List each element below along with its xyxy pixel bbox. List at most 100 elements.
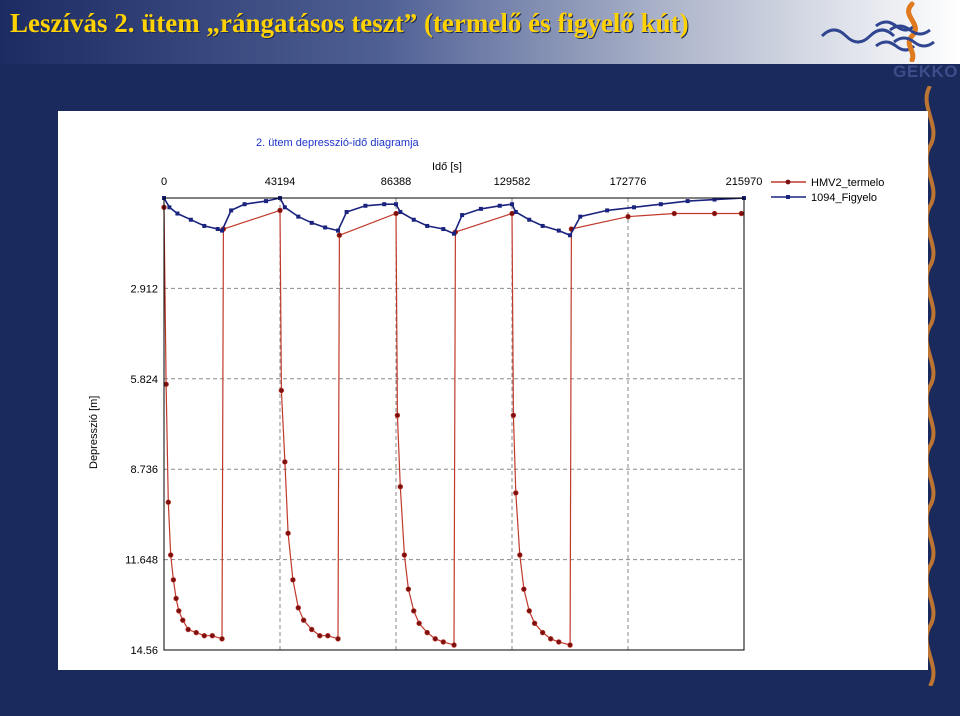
- data-point: [180, 617, 186, 623]
- data-point: [738, 210, 745, 217]
- data-point: [510, 412, 517, 419]
- data-point: [325, 633, 331, 639]
- data-point: [513, 490, 519, 496]
- data-point: [336, 232, 343, 238]
- x-tick-label: 172776: [610, 176, 647, 188]
- legend-marker: [785, 179, 791, 185]
- data-point: [685, 199, 690, 204]
- data-point: [425, 223, 430, 228]
- data-point: [398, 209, 403, 214]
- data-point: [285, 530, 291, 536]
- data-point: [193, 629, 199, 636]
- data-point: [401, 552, 408, 558]
- y-axis-label: Depresszió [m]: [88, 396, 100, 469]
- data-point: [296, 214, 301, 219]
- data-point: [282, 205, 287, 210]
- data-point: [215, 227, 220, 232]
- data-point: [567, 642, 573, 648]
- legend-label: 1094_Figyelo: [811, 192, 877, 204]
- data-point: [336, 228, 341, 233]
- y-tick-label: 11.648: [125, 555, 158, 567]
- data-point: [451, 642, 457, 648]
- depression-time-chart: 2. ütem depresszió-idő diagramja Idő [s]…: [88, 137, 884, 657]
- y-tick-label: 14.56: [130, 645, 158, 657]
- data-point: [229, 208, 234, 213]
- data-point: [382, 202, 387, 207]
- data-point: [170, 577, 177, 583]
- legend: HMV2_termelo 1094_Figyelo: [771, 177, 884, 204]
- data-point: [309, 626, 315, 633]
- data-point: [424, 629, 430, 636]
- data-point: [556, 639, 562, 645]
- data-point: [393, 210, 399, 217]
- data-point: [605, 208, 610, 213]
- y-tick-label: 8.736: [130, 464, 158, 476]
- x-tick-label: 86388: [381, 176, 412, 188]
- data-point: [394, 202, 399, 207]
- data-point: [517, 552, 523, 558]
- data-point: [290, 577, 296, 583]
- data-point: [323, 225, 328, 230]
- header-band: [0, 0, 960, 64]
- gekko-logo: GEKKO: [840, 0, 960, 84]
- plot-frame: [163, 197, 745, 651]
- data-point: [432, 636, 438, 642]
- data-point: [209, 633, 216, 639]
- data-point: [394, 412, 401, 419]
- y-tick-label: 2.912: [130, 283, 158, 295]
- data-point: [363, 203, 368, 208]
- data-point: [185, 626, 191, 633]
- data-point: [531, 620, 538, 627]
- series-line: [163, 207, 742, 646]
- data-point: [168, 552, 174, 558]
- data-point: [277, 207, 283, 214]
- data-point: [441, 227, 446, 232]
- x-tick-label: 129582: [494, 176, 531, 188]
- x-tick-labels: 0 43194 86388 129582 172776 215970: [161, 176, 762, 188]
- data-point: [202, 223, 207, 228]
- data-point: [478, 206, 483, 211]
- data-point: [167, 205, 172, 210]
- x-axis-label: Idő [s]: [432, 161, 462, 173]
- data-point: [278, 387, 285, 394]
- x-tick-label: 0: [161, 176, 167, 188]
- data-point: [568, 233, 573, 238]
- data-point: [397, 484, 404, 490]
- data-point: [556, 228, 561, 233]
- data-point: [658, 202, 663, 207]
- chart-title: 2. ütem depresszió-idő diagramja: [256, 137, 420, 149]
- data-point: [201, 633, 207, 639]
- data-point: [631, 205, 636, 210]
- series-HMV2_termelo: [161, 204, 745, 648]
- logo-text: GEKKO: [893, 62, 958, 81]
- data-point: [176, 608, 182, 614]
- data-point: [220, 228, 225, 233]
- data-point: [405, 586, 412, 592]
- flame-logo-icon: [889, 1, 935, 62]
- data-point: [509, 210, 515, 217]
- y-tick-labels: 2.912 5.824 8.736 11.648 14.56: [125, 283, 158, 657]
- data-point: [527, 217, 532, 222]
- data-point: [625, 213, 631, 220]
- data-point: [188, 217, 193, 222]
- data-point: [510, 202, 515, 207]
- data-point: [452, 231, 457, 236]
- data-point: [711, 210, 718, 217]
- data-point: [411, 608, 417, 614]
- data-point: [219, 636, 225, 642]
- slide-title: Leszívás 2. ütem „rángatásos teszt” (ter…: [10, 8, 689, 38]
- data-point: [497, 203, 502, 208]
- data-point: [300, 617, 307, 623]
- data-point: [460, 213, 465, 218]
- data-point: [671, 210, 677, 217]
- data-point: [335, 636, 341, 642]
- data-point: [295, 605, 301, 611]
- data-point: [264, 199, 269, 204]
- legend-marker: [786, 195, 790, 199]
- data-point: [173, 595, 179, 602]
- y-tick-label: 5.824: [130, 374, 158, 386]
- data-point: [539, 629, 546, 636]
- data-point: [513, 209, 518, 214]
- data-point: [540, 223, 545, 228]
- chart-panel: 2. ütem depresszió-idő diagramja Idő [s]…: [58, 111, 928, 670]
